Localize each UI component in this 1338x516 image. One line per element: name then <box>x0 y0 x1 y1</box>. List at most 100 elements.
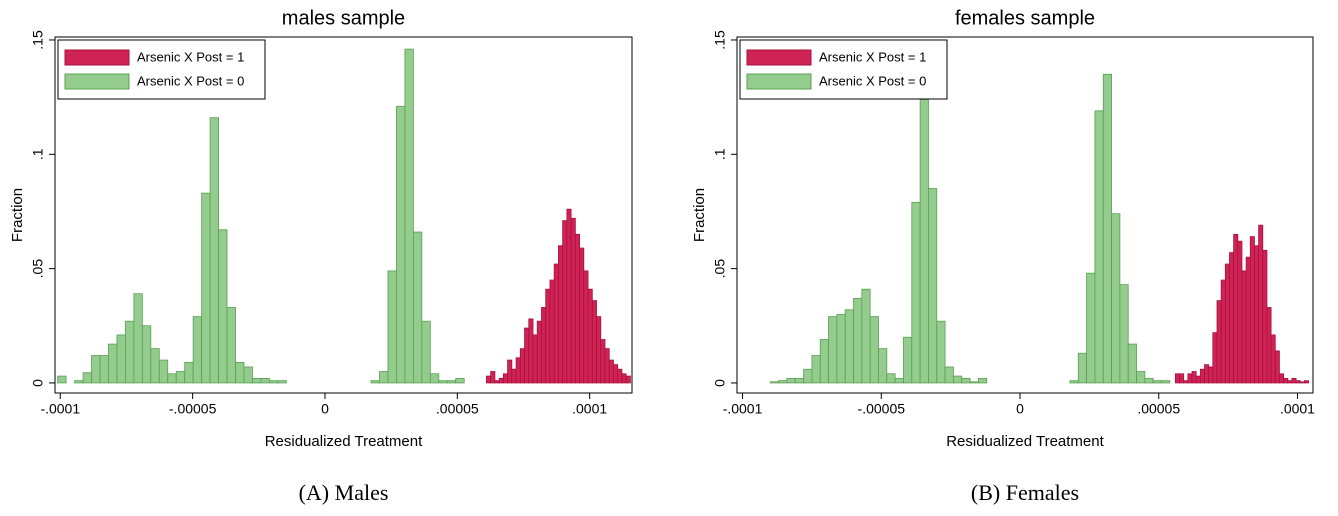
bar <box>519 348 525 384</box>
bar <box>108 343 118 384</box>
x-tick-label: -.0001 <box>723 401 763 417</box>
y-tick-label: .05 <box>712 259 728 279</box>
x-tick-label: -.00005 <box>858 401 906 417</box>
bar <box>894 377 904 384</box>
bar <box>125 320 135 384</box>
bar <box>1212 332 1218 384</box>
bar <box>574 233 580 384</box>
bar <box>167 373 177 384</box>
bar <box>1102 73 1112 384</box>
bar <box>1262 249 1268 384</box>
bar <box>541 307 547 384</box>
bar <box>836 313 846 384</box>
bar <box>218 229 228 384</box>
bar <box>158 359 169 384</box>
bar <box>553 263 559 384</box>
bar <box>209 117 219 384</box>
bar <box>608 359 614 384</box>
plot-frame <box>54 36 633 394</box>
bar <box>566 208 572 384</box>
bar <box>1224 263 1230 384</box>
bar <box>1303 380 1309 384</box>
bar <box>878 348 888 384</box>
bar <box>621 373 627 384</box>
bar <box>811 355 821 384</box>
bar <box>1191 371 1197 384</box>
chart: females sample 0 .05 .1 .15 -.0001 -.00005 0 .00… <box>691 7 1315 505</box>
bar <box>1266 307 1272 384</box>
x-tick-label: -.0001 <box>40 401 80 417</box>
y-axis-label: Fraction <box>691 188 708 242</box>
bar <box>91 355 101 384</box>
bar <box>528 318 534 384</box>
bar <box>438 380 448 384</box>
bar <box>1208 366 1214 384</box>
bar <box>769 381 780 384</box>
bar <box>455 377 465 384</box>
bar <box>116 334 126 384</box>
bar <box>886 373 896 384</box>
x-tick-label: .0001 <box>572 401 607 417</box>
bar <box>587 288 593 384</box>
bar <box>1144 377 1154 384</box>
bar <box>1086 272 1096 384</box>
bar <box>1258 224 1264 384</box>
bar <box>1119 284 1129 384</box>
chart: males sample 0 .05 .1 .15 -.0001 -.00005 0 .0000… <box>9 7 633 505</box>
legend: Arsenic X Post = 1 Arsenic X Post = 0 <box>739 39 948 100</box>
bar <box>141 325 152 384</box>
legend-label: Arsenic X Post = 1 <box>819 49 926 64</box>
y-tick-label: 0 <box>712 379 728 387</box>
bar <box>243 366 253 384</box>
legend-label: Arsenic X Post = 0 <box>137 73 244 88</box>
bar <box>903 336 913 384</box>
bar <box>1094 110 1104 384</box>
x-tick-label: 0 <box>321 401 329 417</box>
bar <box>268 380 279 384</box>
bar <box>977 377 988 384</box>
bar <box>536 320 542 384</box>
bar <box>1220 279 1226 384</box>
chart-title: males sample <box>282 7 405 29</box>
bar <box>625 375 631 384</box>
bar <box>498 377 504 384</box>
bar <box>490 371 496 384</box>
x-tick-label: 0 <box>1016 401 1024 417</box>
legend-swatch <box>746 73 812 90</box>
bar <box>953 375 963 384</box>
bar <box>545 288 551 384</box>
y-tick-label: .15 <box>30 30 46 50</box>
bar <box>613 364 619 384</box>
legend: Arsenic X Post = 1 Arsenic X Post = 0 <box>57 39 266 100</box>
bar <box>1254 245 1260 384</box>
bar <box>192 316 203 384</box>
bar <box>57 375 67 384</box>
y-tick-label: 0 <box>30 379 46 387</box>
x-axis-label: Residualized Treatment <box>265 433 423 450</box>
legend-swatch <box>746 49 812 66</box>
bar <box>515 357 521 384</box>
bar <box>1270 334 1276 384</box>
bar <box>1295 380 1301 384</box>
bar <box>1183 380 1189 384</box>
x-tick-label: .00005 <box>436 401 479 417</box>
bar <box>1229 252 1235 384</box>
bar <box>532 334 538 384</box>
bar <box>570 217 576 384</box>
bar <box>421 320 431 384</box>
bar <box>235 361 245 384</box>
bar <box>1245 256 1251 384</box>
bar <box>591 300 597 384</box>
caption: (A) Males <box>299 480 389 505</box>
bar <box>1283 377 1289 384</box>
bar <box>1127 343 1137 384</box>
bar <box>1111 213 1121 384</box>
bar <box>511 368 517 384</box>
y-tick-label: .1 <box>712 148 728 160</box>
bar <box>252 377 262 384</box>
bar <box>387 270 397 384</box>
bar <box>562 220 568 384</box>
bar <box>1241 270 1247 384</box>
y-tick-label: .15 <box>712 30 728 50</box>
bar <box>507 359 513 384</box>
